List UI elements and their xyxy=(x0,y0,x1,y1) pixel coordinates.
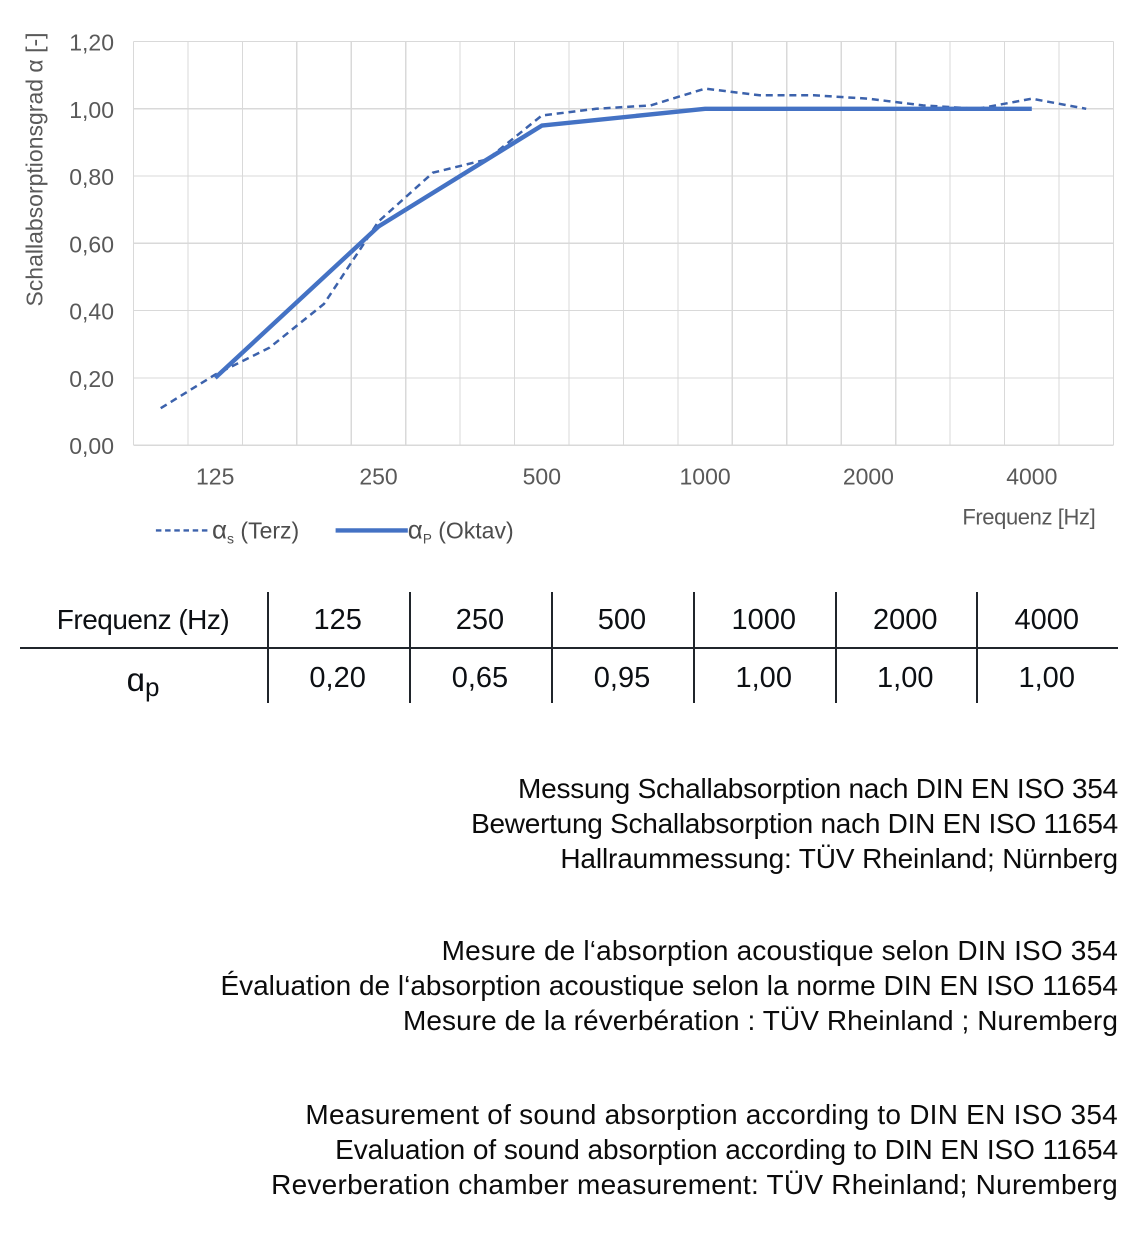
svg-text:Schallabsorptionsgrad α [-]: Schallabsorptionsgrad α [-] xyxy=(21,32,47,306)
svg-text:0,60: 0,60 xyxy=(69,231,114,257)
svg-text:0,40: 0,40 xyxy=(69,299,114,325)
svg-text:0,00: 0,00 xyxy=(69,433,114,459)
svg-text:1,20: 1,20 xyxy=(69,30,114,56)
svg-text:1,00: 1,00 xyxy=(69,97,114,123)
svg-text:0,80: 0,80 xyxy=(69,164,114,190)
svg-text:1000: 1000 xyxy=(680,463,731,489)
svg-text:Frequenz [Hz]: Frequenz [Hz] xyxy=(962,505,1095,530)
svg-text:125: 125 xyxy=(196,463,234,489)
svg-text:500: 500 xyxy=(523,463,561,489)
svg-text:0,20: 0,20 xyxy=(69,366,114,392)
svg-text:αs (Terz): αs (Terz) xyxy=(212,515,299,547)
svg-text:2000: 2000 xyxy=(843,463,894,489)
svg-text:250: 250 xyxy=(359,463,397,489)
svg-text:4000: 4000 xyxy=(1006,463,1057,489)
svg-text:αP (Oktav): αP (Oktav) xyxy=(408,515,514,547)
